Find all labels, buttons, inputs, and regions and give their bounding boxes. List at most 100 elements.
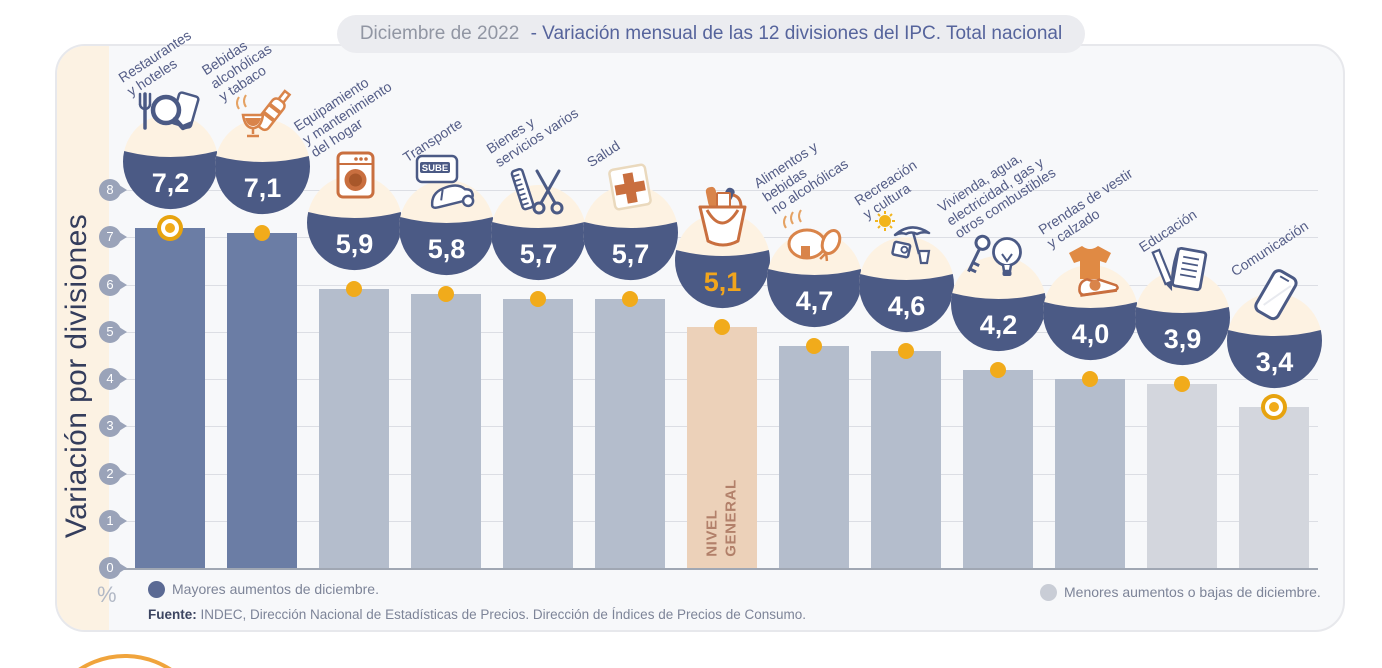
legend-dot-light-icon (1040, 584, 1057, 601)
value-badge: 4,7 (766, 231, 862, 328)
badge-value: 4,0 (1071, 319, 1109, 349)
y-axis-label: Variación por divisiones (60, 213, 93, 539)
value-badge: 4,2 (950, 255, 1046, 351)
y-axis-tick: 3 (99, 415, 127, 438)
value-marker-dot (1082, 371, 1098, 387)
value-badge: 3,9 (1134, 269, 1230, 365)
legend-low: Menores aumentos o bajas de diciembre. (1040, 584, 1321, 601)
y-axis-tick: 8 (99, 179, 127, 201)
value-marker-dot (990, 361, 1006, 378)
bar (963, 369, 1033, 568)
bar (319, 289, 389, 568)
legend-high-label: Mayores aumentos de diciembre. (172, 581, 379, 597)
bar (1239, 407, 1309, 568)
bar (595, 298, 665, 568)
category-label: Alimentos y bebidas no alcohólicas (750, 138, 852, 218)
y-axis-tick: 4 (99, 368, 127, 390)
chart-column: 4,0 Prendas de vestir y calzado (1035, 0, 1138, 668)
value-badge: 7,2 (122, 113, 218, 209)
bar (503, 298, 573, 568)
value-marker-dot (254, 224, 270, 241)
y-axis-tick: 1 (99, 509, 127, 532)
bar (871, 350, 941, 568)
y-axis-tick: 0 (99, 557, 127, 579)
y-axis-tick: 2 (99, 462, 127, 485)
bar (135, 227, 205, 568)
housing-utilities-icon (967, 234, 1022, 276)
badge-value: 3,9 (1163, 324, 1201, 354)
recreation-icon (875, 210, 931, 264)
legend-dot-dark-icon (148, 581, 165, 598)
bar (227, 232, 297, 568)
badge-value: 5,1 (703, 267, 741, 297)
value-badge: 5,9 (306, 175, 402, 271)
value-badge: 5,1 (674, 213, 770, 309)
value-badge: 7,1 (214, 118, 310, 214)
chart-column: 5,8 Transporte SUBE (398, 0, 494, 668)
sube-card: SUBE (415, 154, 459, 184)
value-marker-dot (1174, 375, 1190, 392)
value-marker-dot (438, 285, 454, 302)
category-label: Equipamiento y mantenimiento del hogar (290, 74, 395, 161)
chart-column: 3,9 Educación (1134, 0, 1230, 668)
badge-value: 5,7 (519, 239, 557, 269)
value-marker-dot (714, 319, 730, 336)
badge-value: 7,2 (151, 168, 189, 198)
home-equipment-icon (336, 151, 375, 199)
source-text: INDEC, Dirección Nacional de Estadística… (196, 607, 807, 622)
gridline (120, 568, 1318, 570)
badge-value: 4,6 (887, 291, 925, 321)
bar (411, 293, 481, 568)
restaurants-hotels-icon (138, 91, 200, 131)
y-axis-tick: 6 (99, 273, 127, 296)
bar (687, 327, 757, 568)
transport-icon: SUBE (415, 154, 475, 209)
badge-value: 5,8 (427, 234, 465, 264)
shopping-basket-icon (698, 186, 747, 247)
legend-low-label: Menores aumentos o bajas de diciembre. (1064, 584, 1321, 600)
chart-column: 5,7 Bienes y servicios varios (483, 0, 586, 668)
value-marker-dot (1261, 394, 1287, 421)
y-axis-tick: 5 (99, 320, 127, 343)
badge-value: 4,7 (795, 286, 833, 316)
value-marker-dot (806, 337, 822, 354)
food-icon (783, 209, 842, 262)
title-pill: Diciembre de 2022 - Variación mensual de… (337, 15, 1085, 53)
legend-high: Mayores aumentos de diciembre. (148, 581, 379, 598)
value-marker-dot (346, 281, 362, 298)
health-icon (608, 163, 652, 211)
chart-column: 7,2 Restaurantes y hoteles (115, 0, 218, 668)
title-text: - Variación mensual de las 12 divisiones… (530, 23, 1063, 44)
alcoholic-beverages-tobacco-icon (236, 88, 292, 137)
badge-value: 7,1 (243, 173, 281, 203)
bar-inner-label: NIVEL GENERAL (703, 479, 739, 557)
chart-column: 5,9 Equipamiento y mantenimiento del hog… (291, 0, 402, 668)
value-marker-dot (898, 342, 914, 359)
badge-value: 4,2 (979, 310, 1017, 340)
education-icon (1151, 246, 1208, 291)
chart-column: 5,7 Salud (582, 0, 678, 668)
communication-icon (1254, 269, 1298, 321)
gridline (120, 190, 1318, 191)
badge-value: 3,4 (1255, 347, 1293, 377)
value-badge: 4,6 (858, 236, 954, 332)
chart-column: 4,6 Recreación y cultura (851, 0, 954, 668)
clothing-footwear-icon (1069, 246, 1119, 297)
y-axis-tick: 7 (99, 226, 127, 249)
title-period: Diciembre de 2022 (359, 23, 520, 44)
chart-column: NIVEL GENERAL 5,1 (674, 0, 770, 668)
badge-value: 5,9 (335, 229, 373, 259)
bar (779, 345, 849, 568)
sube-card-text: SUBE (422, 163, 448, 174)
source-line: Fuente: INDEC, Dirección Nacional de Est… (148, 607, 806, 622)
bar (1055, 379, 1125, 568)
chart-column: 7,1 Bebidas alcohólicas y tabaco (199, 0, 310, 668)
chart-column: 3,4 Comunicación (1226, 0, 1322, 668)
goods-services-icon (510, 167, 564, 215)
value-marker-dot (622, 290, 638, 307)
value-marker-dot (530, 290, 546, 307)
value-badge: 3,4 (1226, 293, 1322, 389)
badge-value: 5,7 (611, 239, 649, 269)
